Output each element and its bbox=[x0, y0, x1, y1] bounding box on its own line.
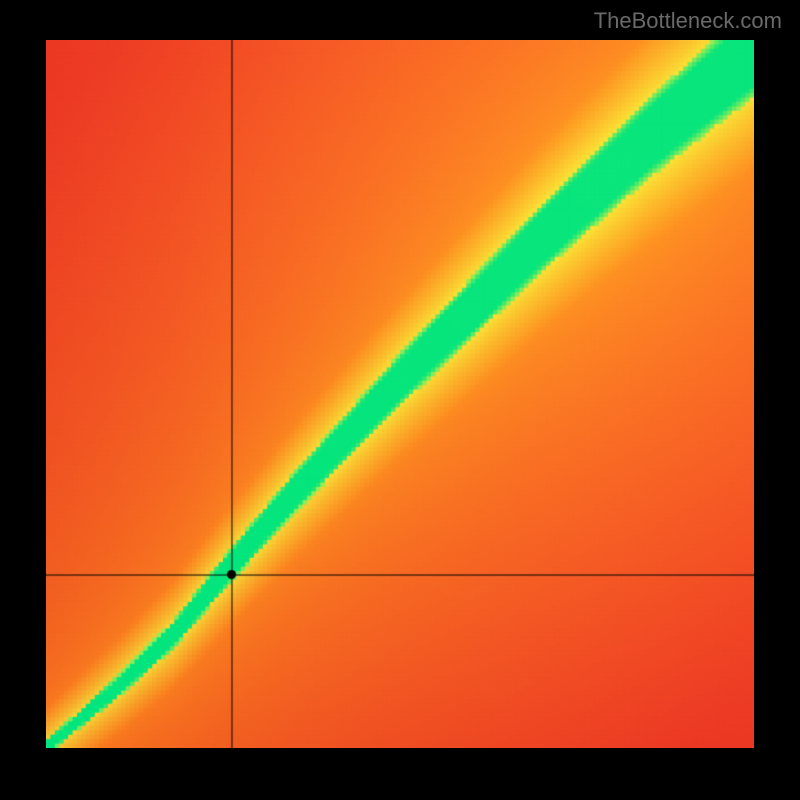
heatmap-plot bbox=[46, 40, 754, 748]
attribution-text: TheBottleneck.com bbox=[594, 8, 782, 34]
heatmap-canvas bbox=[46, 40, 754, 748]
stage: TheBottleneck.com bbox=[0, 0, 800, 800]
